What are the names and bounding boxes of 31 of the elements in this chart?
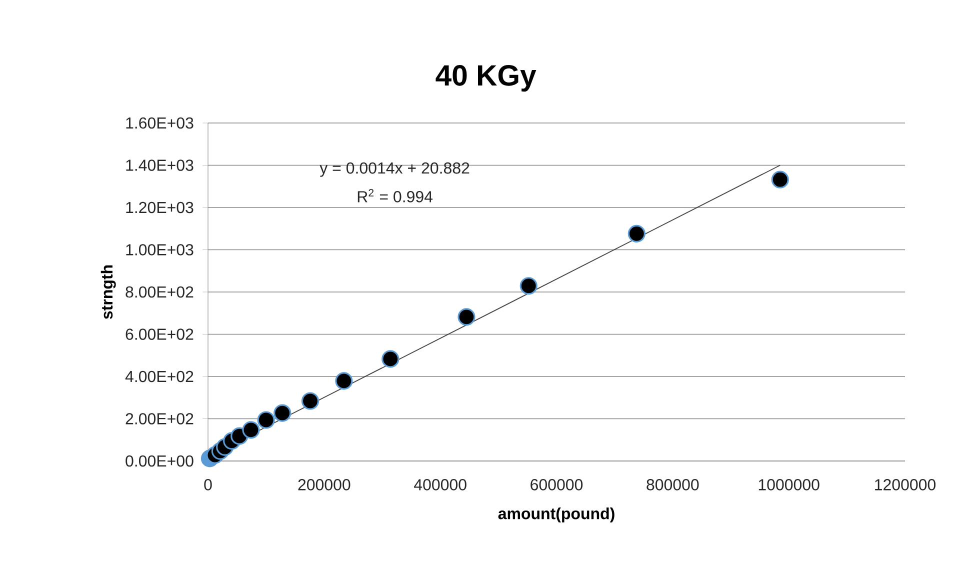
annotation: R$^{2}$ = 0.994 (358, 188, 433, 202)
point (628, 224, 646, 242)
y-tick-label: 4.00E+02 (125, 370, 194, 382)
y-tick-label: 1.20E+03 (126, 202, 194, 214)
x-tick-label: 800000 (646, 479, 699, 490)
x-tick-label: 0 (204, 479, 212, 490)
y-tick-label: 8.00E+02 (126, 286, 194, 298)
point (242, 421, 260, 439)
point (520, 277, 538, 295)
y-tick-label: 6.00E+02 (126, 328, 194, 340)
point (335, 372, 353, 390)
y-tick-label: 1.00E+03 (126, 244, 194, 256)
point (274, 404, 292, 422)
x-tick-label: 200000 (298, 479, 350, 490)
y-tick-label: 0.00E+00 (126, 455, 194, 467)
chart-title: 40 KGy (436, 65, 536, 92)
x-axis-title: amount(pound) (498, 508, 614, 522)
x-tick-label: 400000 (414, 479, 466, 490)
annotation: y = 0.0014x + 20.882 (320, 162, 470, 177)
point (301, 392, 320, 410)
point (771, 170, 789, 188)
point (458, 308, 476, 326)
y-tick-label: 1.40E+03 (126, 160, 194, 171)
point (382, 350, 400, 368)
x-tick-label: 600000 (530, 479, 583, 490)
x-tick-label: 1200000 (875, 479, 936, 490)
y-tick-label: 2.00E+02 (126, 413, 194, 424)
x-tick-label: 1000000 (758, 479, 820, 490)
y-axis-title: strngth (100, 265, 116, 319)
point (257, 411, 275, 429)
y-tick-label: 1.60E+03 (126, 117, 194, 129)
